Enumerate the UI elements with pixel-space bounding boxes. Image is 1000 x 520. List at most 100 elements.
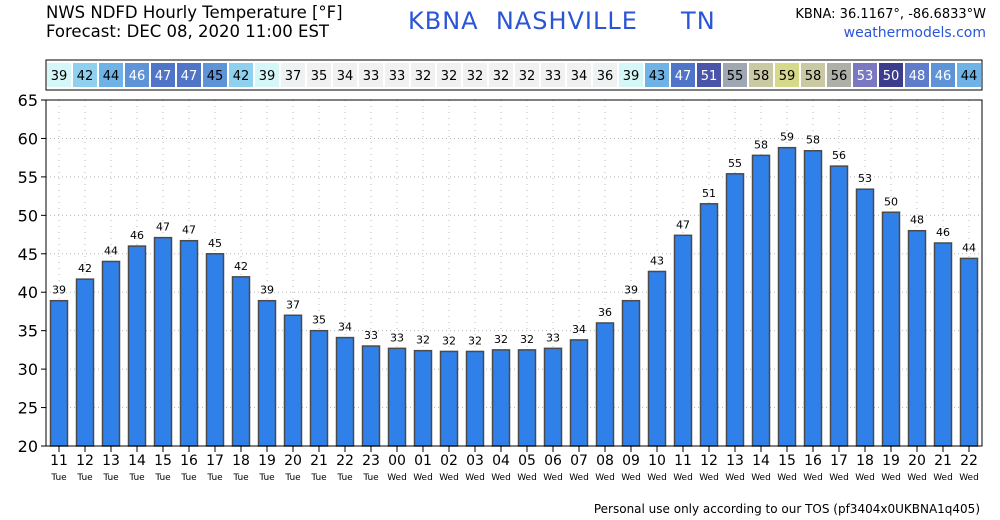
strip-label: 32: [441, 69, 458, 84]
temperature-bar: [153, 236, 173, 447]
temperature-bar: [517, 349, 537, 447]
x-day-label: Wed: [543, 473, 563, 483]
x-hour-label: 19: [258, 453, 276, 469]
x-hour-label: 22: [960, 453, 978, 469]
temperature-bar: [673, 234, 693, 447]
x-hour-label: 19: [882, 453, 900, 469]
x-hour-label: 02: [440, 453, 458, 469]
temperature-bar: [387, 347, 407, 447]
temperature-bar: [335, 336, 355, 447]
strip-cell: [255, 63, 279, 87]
strip-cell: [463, 63, 487, 87]
temperature-bar: [647, 270, 667, 447]
temperature-bar: [751, 154, 771, 447]
x-day-label: Wed: [621, 473, 641, 483]
x-hour-label: 12: [700, 453, 718, 469]
x-day-label: Wed: [855, 473, 875, 483]
bar-value-label: 36: [598, 306, 612, 319]
plot-frame: [45, 99, 983, 447]
bar-value-label: 33: [546, 331, 560, 344]
x-day-label: Tue: [258, 473, 275, 483]
y-tick-label: 25: [18, 399, 38, 418]
x-hour-label: 16: [804, 453, 822, 469]
x-hour-label: 10: [648, 453, 666, 469]
temperature-bar: [881, 211, 901, 447]
temperature-strip: [45, 59, 983, 91]
temperature-bar: [75, 278, 95, 447]
strip-cell: [125, 63, 149, 87]
temperature-bar: [361, 345, 381, 447]
strip-cell: [177, 63, 201, 87]
strip-cell: [359, 63, 383, 87]
temperature-bar: [621, 299, 641, 447]
strip-label: 36: [597, 69, 614, 84]
strip-label: 37: [285, 69, 302, 84]
strip-cell: [489, 63, 513, 87]
bar-value-label: 46: [936, 226, 950, 239]
strip-label: 46: [935, 69, 952, 84]
x-day-label: Wed: [517, 473, 537, 483]
bar-value-label: 42: [78, 262, 92, 275]
temperature-bar: [49, 299, 69, 447]
strip-cell: [567, 63, 591, 87]
bar-value-label: 58: [754, 138, 768, 151]
strip-cell: [697, 63, 721, 87]
strip-label: 32: [519, 69, 536, 84]
strip-label: 47: [155, 69, 172, 84]
strip-label: 47: [675, 69, 692, 84]
bar-value-label: 39: [260, 284, 274, 297]
strip-cell: [307, 63, 331, 87]
strip-cell: [47, 63, 71, 87]
temperature-bar: [543, 347, 563, 447]
bar-value-label: 47: [156, 221, 170, 234]
temperature-bar: [725, 173, 745, 447]
x-hour-label: 13: [726, 453, 744, 469]
temperature-bar: [413, 349, 433, 447]
strip-cell: [73, 63, 97, 87]
temperature-bar: [803, 149, 823, 447]
temperature-bar: [439, 350, 459, 447]
x-day-label: Tue: [336, 473, 353, 483]
x-hour-label: 23: [362, 453, 380, 469]
bar-value-label: 48: [910, 214, 924, 227]
strip-cell: [723, 63, 747, 87]
temperature-bar: [569, 339, 589, 447]
y-tick-label: 50: [18, 206, 38, 225]
strip-label: 48: [909, 69, 926, 84]
temperature-bar: [257, 299, 277, 447]
x-hour-label: 15: [778, 453, 796, 469]
x-day-label: Tue: [206, 473, 223, 483]
strip-cell: [99, 63, 123, 87]
x-day-label: Wed: [959, 473, 979, 483]
temperature-bar: [465, 350, 485, 447]
strip-cell: [411, 63, 435, 87]
temperature-bar: [907, 229, 927, 447]
bar-value-label: 46: [130, 229, 144, 242]
strip-cell: [515, 63, 539, 87]
x-hour-label: 22: [336, 453, 354, 469]
x-hour-label: 12: [76, 453, 94, 469]
y-tick-label: 45: [18, 245, 38, 264]
bar-value-label: 43: [650, 254, 664, 267]
temperature-bar: [205, 253, 225, 447]
strip-label: 32: [415, 69, 432, 84]
strip-cell: [333, 63, 357, 87]
strip-cell: [801, 63, 825, 87]
x-day-label: Tue: [232, 473, 249, 483]
x-hour-label: 00: [388, 453, 406, 469]
forecast-time: Forecast: DEC 08, 2020 11:00 EST: [46, 22, 330, 41]
x-hour-label: 11: [674, 453, 692, 469]
x-hour-label: 20: [284, 453, 302, 469]
x-day-label: Wed: [777, 473, 797, 483]
strip-cell: [437, 63, 461, 87]
strip-label: 39: [51, 69, 68, 84]
x-hour-label: 21: [934, 453, 952, 469]
bar-value-label: 59: [780, 131, 794, 144]
x-day-label: Wed: [907, 473, 927, 483]
x-hour-label: 03: [466, 453, 484, 469]
station-title: KBNA NASHVILLE TN: [408, 7, 716, 35]
x-day-label: Tue: [102, 473, 119, 483]
bar-value-label: 45: [208, 237, 222, 250]
bar-value-label: 33: [390, 331, 404, 344]
site-link[interactable]: weathermodels.com: [843, 25, 986, 41]
